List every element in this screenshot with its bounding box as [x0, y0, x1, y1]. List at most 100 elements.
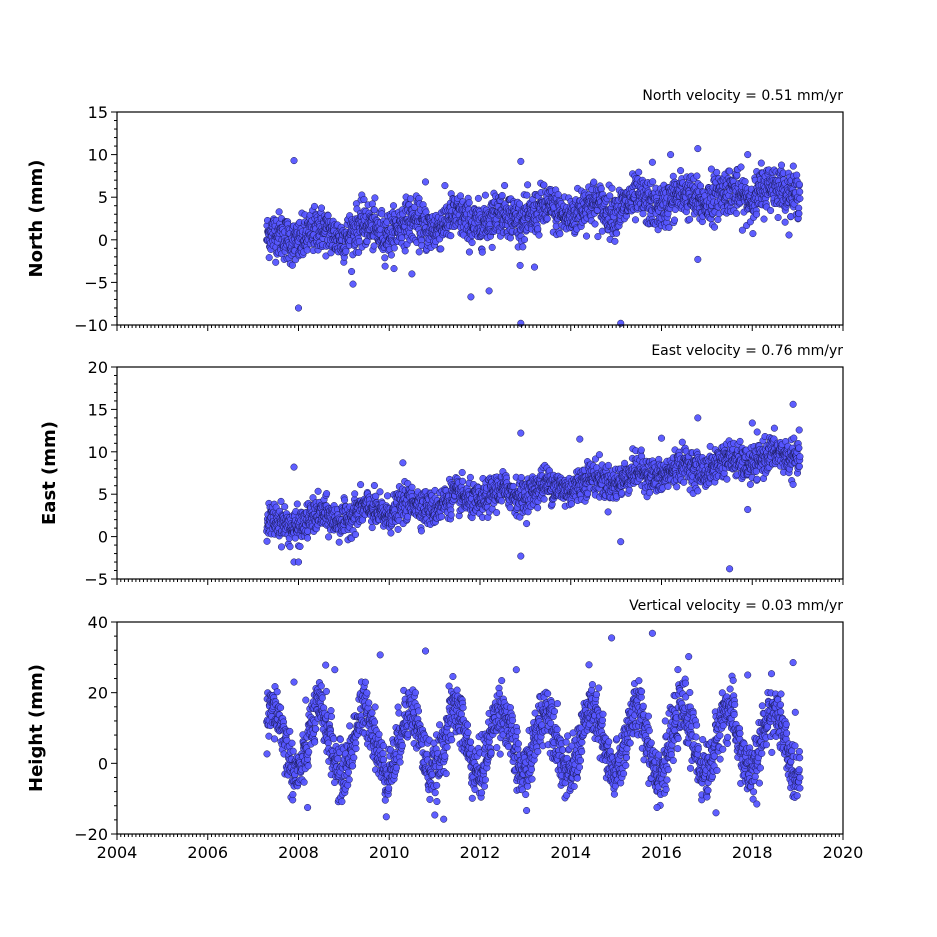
east-data-point — [314, 487, 322, 495]
north-data-point — [390, 265, 398, 273]
north-data-point — [677, 167, 685, 175]
north-data-point — [456, 192, 465, 200]
height-velocity-label: Vertical velocity = 0.03 mm/yr — [629, 598, 843, 614]
north-data-point — [370, 242, 378, 250]
north-data-point — [437, 245, 445, 253]
north-data-point — [785, 231, 793, 239]
east-data-point — [281, 503, 289, 511]
north-data-point — [488, 243, 496, 251]
east-outlier-point — [726, 565, 734, 573]
east-data-point — [795, 426, 803, 434]
east-data-point — [534, 504, 542, 512]
north-data-point — [465, 248, 473, 256]
north-y-axis-label: North (mm) — [26, 160, 47, 278]
north-data-point — [732, 209, 740, 217]
north-data-point — [524, 181, 532, 189]
north-data-point — [516, 200, 524, 208]
north-data-point — [368, 200, 376, 208]
north-outlier-point — [294, 304, 303, 312]
north-data-point — [796, 188, 804, 196]
east-data-point — [335, 538, 343, 546]
north-data-point — [390, 244, 398, 252]
east-data-point — [394, 525, 402, 533]
north-data-point — [591, 220, 599, 228]
north-data-point — [795, 180, 803, 188]
east-data-point — [447, 511, 455, 519]
east-data-point — [341, 496, 349, 504]
north-data-point — [415, 248, 423, 256]
east-data-point — [277, 543, 286, 551]
east-data-point — [753, 428, 761, 436]
east-outlier-point — [399, 459, 407, 467]
north-outlier-point — [408, 270, 416, 278]
east-data-point — [523, 520, 531, 528]
height-data-point — [270, 735, 279, 743]
north-data-point — [613, 229, 621, 237]
north-data-point — [441, 182, 449, 190]
east-data-point — [357, 481, 365, 489]
east-outlier-point — [517, 429, 525, 437]
east-data-point — [625, 486, 633, 494]
north-data-point — [288, 261, 296, 269]
east-data-point — [753, 475, 761, 483]
east-data-point — [459, 477, 467, 485]
north-velocity-label: North velocity = 0.51 mm/yr — [642, 88, 843, 104]
east-data-point — [637, 446, 645, 454]
north-y-tick-label: 0 — [98, 231, 108, 250]
east-data-point — [437, 513, 446, 521]
east-data-point — [498, 497, 506, 505]
north-data-point — [767, 206, 775, 215]
north-data-point — [465, 199, 473, 207]
east-outlier-point — [617, 538, 625, 546]
east-outlier-point — [290, 463, 298, 471]
north-outlier-point — [485, 287, 493, 295]
north-data-point — [401, 247, 409, 255]
north-data-point — [310, 202, 319, 210]
north-data-point — [554, 191, 562, 199]
east-data-point — [540, 495, 548, 503]
north-data-point — [774, 213, 782, 222]
north-outlier-point — [349, 280, 357, 288]
north-data-point — [670, 216, 679, 224]
north-data-point — [389, 202, 398, 210]
north-data-point — [370, 206, 378, 214]
east-velocity-label: East velocity = 0.76 mm/yr — [651, 343, 843, 359]
north-data-point — [381, 262, 389, 270]
east-data-point — [796, 453, 804, 461]
north-y-tick-label: −5 — [84, 273, 108, 292]
north-data-point — [342, 247, 350, 255]
east-data-point — [736, 437, 744, 445]
east-data-point — [770, 424, 778, 432]
east-data-point — [303, 534, 312, 542]
north-data-point — [381, 254, 389, 262]
east-data-point — [618, 489, 626, 497]
east-data-point — [376, 488, 384, 496]
east-data-point — [286, 543, 294, 551]
east-outlier-point — [517, 552, 525, 560]
east-data-point — [323, 490, 331, 498]
north-outlier-point — [290, 157, 298, 165]
north-data-point — [793, 171, 801, 179]
north-data-point — [639, 210, 647, 218]
east-data-point — [723, 475, 731, 483]
east-data-point — [387, 529, 395, 537]
north-data-point — [481, 191, 489, 199]
north-data-point — [387, 251, 395, 259]
north-data-point — [796, 194, 804, 203]
north-data-point — [468, 239, 476, 247]
north-data-point — [781, 218, 789, 226]
north-data-point — [693, 172, 701, 180]
north-data-point — [710, 223, 719, 231]
north-y-tick-label: 10 — [88, 146, 108, 165]
north-data-point — [752, 210, 761, 218]
north-data-point — [303, 246, 311, 254]
east-data-point — [408, 483, 416, 491]
north-data-point — [406, 195, 415, 203]
north-data-point — [789, 162, 797, 170]
north-outlier-point — [744, 151, 752, 159]
north-data-point — [275, 208, 283, 216]
north-data-point — [272, 258, 280, 266]
east-y-tick-label: 0 — [98, 528, 108, 547]
height-data-point — [263, 750, 271, 758]
